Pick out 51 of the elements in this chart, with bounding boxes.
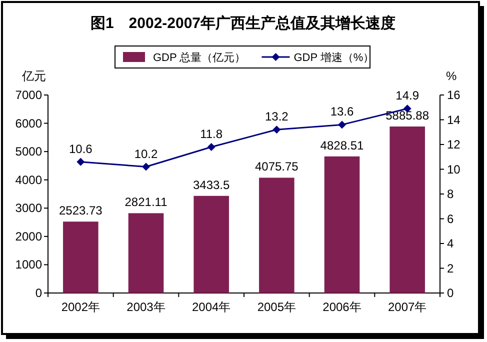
data-label: 2523.73 — [58, 204, 103, 218]
bar — [63, 222, 98, 293]
chart-title: 图1 2002-2007年广西生产总值及其增长速度 — [90, 14, 396, 32]
y2-tick-label: 4 — [447, 236, 454, 250]
y-tick-label: 0 — [35, 286, 42, 300]
y2-axis-title: % — [446, 69, 457, 83]
y2-tick-label: 12 — [447, 138, 461, 152]
data-label: 10.2 — [134, 146, 158, 161]
point — [272, 126, 281, 134]
point — [207, 142, 216, 151]
y2-tick-label: 16 — [447, 88, 461, 102]
y2-tick-label: 10 — [447, 162, 461, 176]
bar — [194, 196, 229, 293]
y-tick-label: 4000 — [15, 172, 42, 187]
bar — [324, 156, 360, 293]
point — [76, 158, 85, 166]
x-tick-label: 2002年 — [61, 300, 100, 314]
point — [338, 120, 346, 129]
point — [142, 162, 150, 171]
data-label: 13.6 — [330, 104, 354, 119]
x-tick-label: 2005年 — [257, 300, 296, 314]
y-axis-title: 亿元 — [21, 69, 46, 83]
y-tick-label: 3000 — [15, 201, 42, 216]
y2-tick-label: 8 — [447, 187, 454, 201]
y-tick-label: 1000 — [15, 258, 42, 272]
data-label: 14.9 — [396, 88, 420, 103]
y2-tick-label: 6 — [447, 212, 454, 226]
bar — [390, 126, 425, 293]
legend-label: GDP 增速（%） — [294, 51, 374, 64]
y-tick-label: 7000 — [15, 88, 42, 102]
x-tick-label: 2007年 — [388, 300, 427, 314]
bar — [259, 178, 294, 293]
data-label: 4075.75 — [254, 160, 299, 174]
y-tick-label: 5000 — [15, 144, 42, 159]
data-label: 10.6 — [68, 142, 93, 156]
x-tick-label: 2003年 — [126, 300, 166, 314]
data-label: 3433.5 — [192, 178, 230, 192]
data-label: 13.2 — [264, 110, 289, 124]
data-label: 4828.51 — [320, 138, 364, 152]
y2-tick-label: 14 — [447, 112, 461, 127]
y2-tick-label: 2 — [447, 261, 454, 276]
x-tick-label: 2004年 — [192, 300, 231, 314]
data-label: 5885.88 — [386, 108, 430, 123]
y2-tick-label: 0 — [447, 286, 454, 300]
x-tick-label: 2006年 — [322, 300, 362, 314]
y-tick-label: 6000 — [15, 116, 42, 130]
legend-label: GDP 总量（亿元） — [153, 51, 246, 64]
bar — [128, 213, 164, 293]
y-tick-label: 2000 — [15, 229, 42, 244]
data-label: 2821.11 — [124, 195, 168, 210]
data-label: 11.8 — [200, 126, 223, 141]
